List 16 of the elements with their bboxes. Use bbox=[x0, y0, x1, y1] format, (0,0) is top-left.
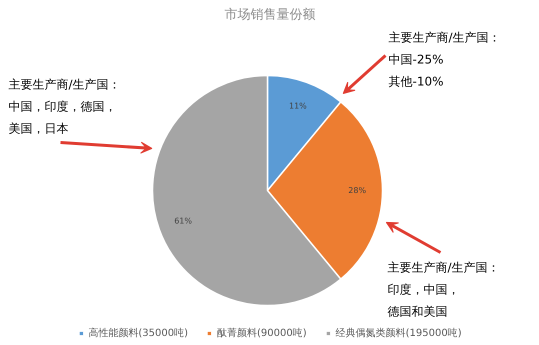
text: 德国和美国 bbox=[388, 304, 448, 318]
text: 主要生产商/生产国： bbox=[388, 260, 500, 274]
data-label: 11% bbox=[288, 102, 308, 111]
chart-title: 市场销售量份额 bbox=[224, 8, 316, 22]
text: 主要生产商/生产国： bbox=[8, 78, 121, 92]
text: 中国，印度，德国， bbox=[8, 100, 116, 114]
text: 印度，中国， bbox=[388, 282, 460, 296]
legend-label: 经典偶氮类颜料(195000吨) bbox=[336, 326, 462, 340]
text: 美国，日本 bbox=[8, 122, 68, 136]
legend-label: 高性能颜料(35000吨) bbox=[88, 326, 188, 340]
data-label: 61% bbox=[174, 216, 192, 226]
text: 主要生产商/生产国： bbox=[388, 30, 501, 44]
text: 中国-25% bbox=[388, 52, 444, 66]
text: 其他-10% bbox=[388, 74, 444, 88]
data-label: 28% bbox=[348, 186, 366, 195]
legend-label: 酞菁颜料(90000吨) bbox=[217, 326, 307, 340]
